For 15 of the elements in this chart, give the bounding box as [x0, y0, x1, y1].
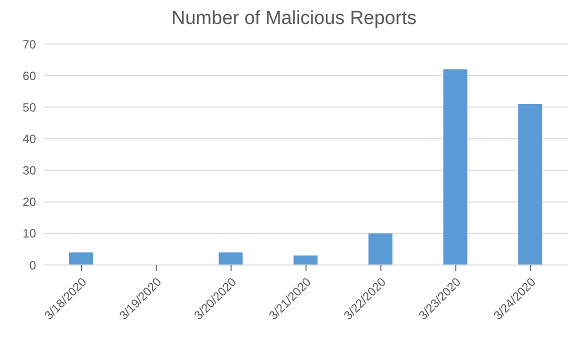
bar	[518, 104, 542, 265]
bar	[69, 252, 93, 265]
y-tick-label: 40	[22, 132, 36, 146]
bar	[294, 256, 318, 265]
y-tick-label: 60	[22, 68, 36, 83]
chart-title: Number of Malicious Reports	[170, 8, 418, 31]
y-tick-label: 30	[22, 164, 36, 178]
y-tick-label: 70	[22, 37, 36, 52]
y-tick-label: 0	[29, 258, 36, 272]
y-tick-label: 20	[22, 195, 36, 210]
y-tick-label: 50	[22, 100, 36, 114]
bar	[443, 69, 468, 265]
bar	[218, 252, 243, 265]
bar	[368, 233, 392, 265]
y-tick-label: 10	[22, 226, 36, 241]
